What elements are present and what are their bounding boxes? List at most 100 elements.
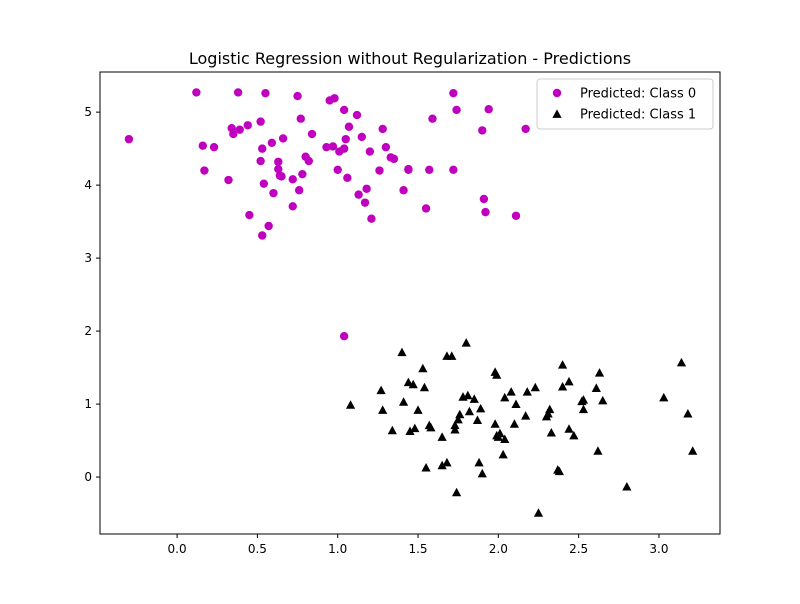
class-0-point	[293, 91, 302, 101]
y-tick-label: 4	[84, 178, 92, 192]
class-1-point	[463, 390, 473, 400]
x-axis: 0.0 0.5 1.0 1.5 2.0 2.5 3.0	[168, 534, 669, 556]
class-1-point	[398, 397, 409, 406]
class-0-point	[229, 129, 238, 139]
y-tick-label: 2	[84, 324, 92, 338]
class-1-point	[578, 404, 589, 414]
class-0-point	[233, 88, 243, 97]
class-1-point	[455, 409, 465, 419]
class-0-point	[259, 179, 269, 188]
x-tick-label: 3.0	[649, 542, 668, 556]
class-1-point	[476, 403, 486, 413]
class-0-point	[209, 142, 219, 152]
y-tick-label: 3	[84, 251, 92, 265]
class-0-point	[256, 117, 265, 126]
class-1-point	[464, 406, 475, 416]
class-1-point	[442, 457, 452, 467]
class-0-point	[328, 142, 338, 151]
class-0-point	[245, 210, 254, 220]
class-0-point	[294, 186, 304, 195]
x-tick-label: 0.5	[248, 542, 267, 556]
class-0-point	[288, 175, 297, 184]
class-1-point	[405, 426, 415, 436]
class-1-point	[453, 414, 463, 424]
class-0-point	[481, 207, 490, 217]
class-1-point	[554, 466, 564, 476]
class-1-point	[447, 351, 457, 360]
class-0-point	[449, 88, 458, 98]
class-0-point	[449, 165, 458, 175]
class-1-point	[419, 382, 430, 392]
class-1-point	[593, 446, 603, 455]
class-1-point	[397, 347, 407, 357]
class-0-point	[224, 175, 233, 185]
class-1-point	[345, 400, 356, 409]
class-0-point	[124, 134, 134, 144]
class-0-point	[375, 166, 384, 175]
class-1-point	[543, 408, 553, 418]
class-0-point	[339, 105, 349, 115]
x-tick-label: 2.0	[489, 542, 508, 556]
class-0-point	[421, 204, 431, 213]
class-0-point	[288, 202, 297, 211]
class-0-point	[404, 164, 413, 174]
class-0-point	[357, 132, 367, 142]
class-1-point	[450, 425, 460, 434]
class-0-point	[362, 184, 371, 193]
legend-label: Predicted: Class 1	[580, 108, 696, 123]
class-1-point	[557, 381, 568, 391]
class-1-point	[437, 432, 447, 441]
class-1-point	[594, 368, 605, 377]
class-0-point	[333, 165, 342, 175]
x-tick-label: 0.0	[168, 542, 187, 556]
class-1-point	[546, 427, 556, 437]
class-1-point	[472, 415, 483, 425]
class-0-point	[478, 126, 487, 135]
x-tick-label: 2.5	[569, 542, 588, 556]
class-1-point	[506, 387, 516, 396]
class-0-point	[399, 186, 408, 195]
class-1-point	[622, 481, 632, 491]
class-0-point	[296, 114, 305, 123]
class-1-point	[511, 399, 521, 408]
class-0-point	[269, 188, 278, 198]
class-1-point	[569, 430, 579, 440]
class-1-point	[469, 394, 479, 403]
class-1-point	[498, 449, 508, 459]
class-1-point	[451, 487, 462, 497]
class-0-point	[258, 231, 267, 240]
class-1-point	[376, 385, 386, 395]
plot-frame	[99, 71, 721, 535]
y-tick-label: 0	[84, 470, 92, 484]
class-0-point	[330, 94, 339, 103]
class-0-point	[341, 134, 350, 144]
x-tick-label: 1.0	[328, 542, 347, 556]
class-1-point	[490, 419, 500, 428]
class-1-point	[387, 425, 397, 435]
class-1-point	[437, 460, 447, 470]
class-0-point	[261, 88, 270, 98]
class-1-point	[557, 360, 568, 369]
legend-label: Predicted: Class 0	[580, 87, 696, 102]
class-0-point	[521, 124, 530, 134]
class-1-point	[450, 420, 460, 430]
class-0-point	[277, 172, 286, 181]
class-1-point	[688, 446, 698, 455]
class-0-point	[339, 332, 349, 341]
class-1-point	[421, 462, 431, 472]
class-1-point	[521, 411, 531, 420]
class-1-point	[378, 405, 388, 414]
class-1-point	[659, 392, 669, 402]
class-0-point	[339, 144, 349, 153]
class-0-point	[354, 190, 363, 199]
class-1-point	[500, 392, 510, 402]
class-1-point	[413, 405, 423, 414]
y-tick-label: 1	[84, 397, 92, 411]
class-0-point	[344, 122, 354, 131]
class-1-point	[598, 395, 608, 405]
class-0-point	[198, 141, 207, 150]
class-0-point	[389, 154, 399, 164]
class-1-point	[477, 468, 487, 478]
